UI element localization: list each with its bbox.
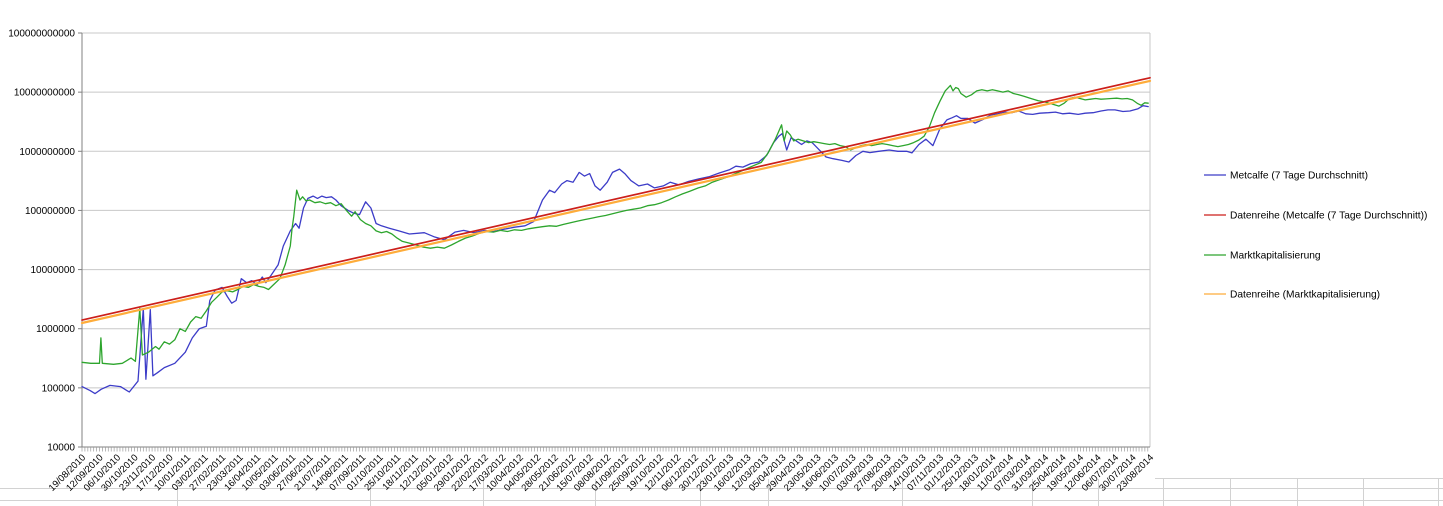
y-axis-label: 10000 bbox=[47, 443, 75, 454]
legend-label: Metcalfe (7 Tage Durchschnitt) bbox=[1230, 171, 1368, 182]
y-axis-label: 10000000000 bbox=[14, 88, 76, 99]
series-line-3 bbox=[80, 79, 1152, 325]
legend-item-1[interactable]: Datenreihe (Metcalfe (7 Tage Durchschnit… bbox=[1204, 211, 1427, 222]
legend-item-2[interactable]: Marktkapitalisierung bbox=[1204, 251, 1321, 262]
y-axis-label: 100000000000 bbox=[8, 29, 75, 40]
y-axis-label: 100000 bbox=[42, 383, 76, 394]
series-line-2 bbox=[81, 84, 1149, 365]
chart-axes bbox=[78, 32, 1150, 452]
legend-label: Datenreihe (Metcalfe (7 Tage Durchschnit… bbox=[1230, 211, 1427, 222]
series-line-0 bbox=[81, 105, 1149, 395]
legend-label: Marktkapitalisierung bbox=[1230, 251, 1321, 262]
spreadsheet-grid[interactable] bbox=[0, 478, 1443, 506]
chart-gridlines bbox=[82, 32, 1151, 447]
legend-item-0[interactable]: Metcalfe (7 Tage Durchschnitt) bbox=[1204, 171, 1368, 182]
y-axis-label: 10000000 bbox=[31, 265, 76, 276]
legend-label: Datenreihe (Marktkapitalisierung) bbox=[1230, 290, 1380, 301]
y-axis-label: 100000000 bbox=[25, 206, 75, 217]
y-axis-label: 1000000 bbox=[36, 324, 75, 335]
x-axis-labels: 19/08/201012/09/201006/10/201030/10/2010… bbox=[47, 452, 1156, 493]
y-axis-labels: 10000 100000 1000000 10000000 100000000 10000… bbox=[8, 29, 75, 454]
series-line-1 bbox=[81, 76, 1151, 321]
y-axis-label: 1000000000 bbox=[19, 147, 75, 158]
chart-legend[interactable]: Metcalfe (7 Tage Durchschnitt) Datenreihe… bbox=[1204, 171, 1427, 301]
chart-series bbox=[80, 76, 1152, 395]
legend-item-3[interactable]: Datenreihe (Marktkapitalisierung) bbox=[1204, 290, 1380, 301]
